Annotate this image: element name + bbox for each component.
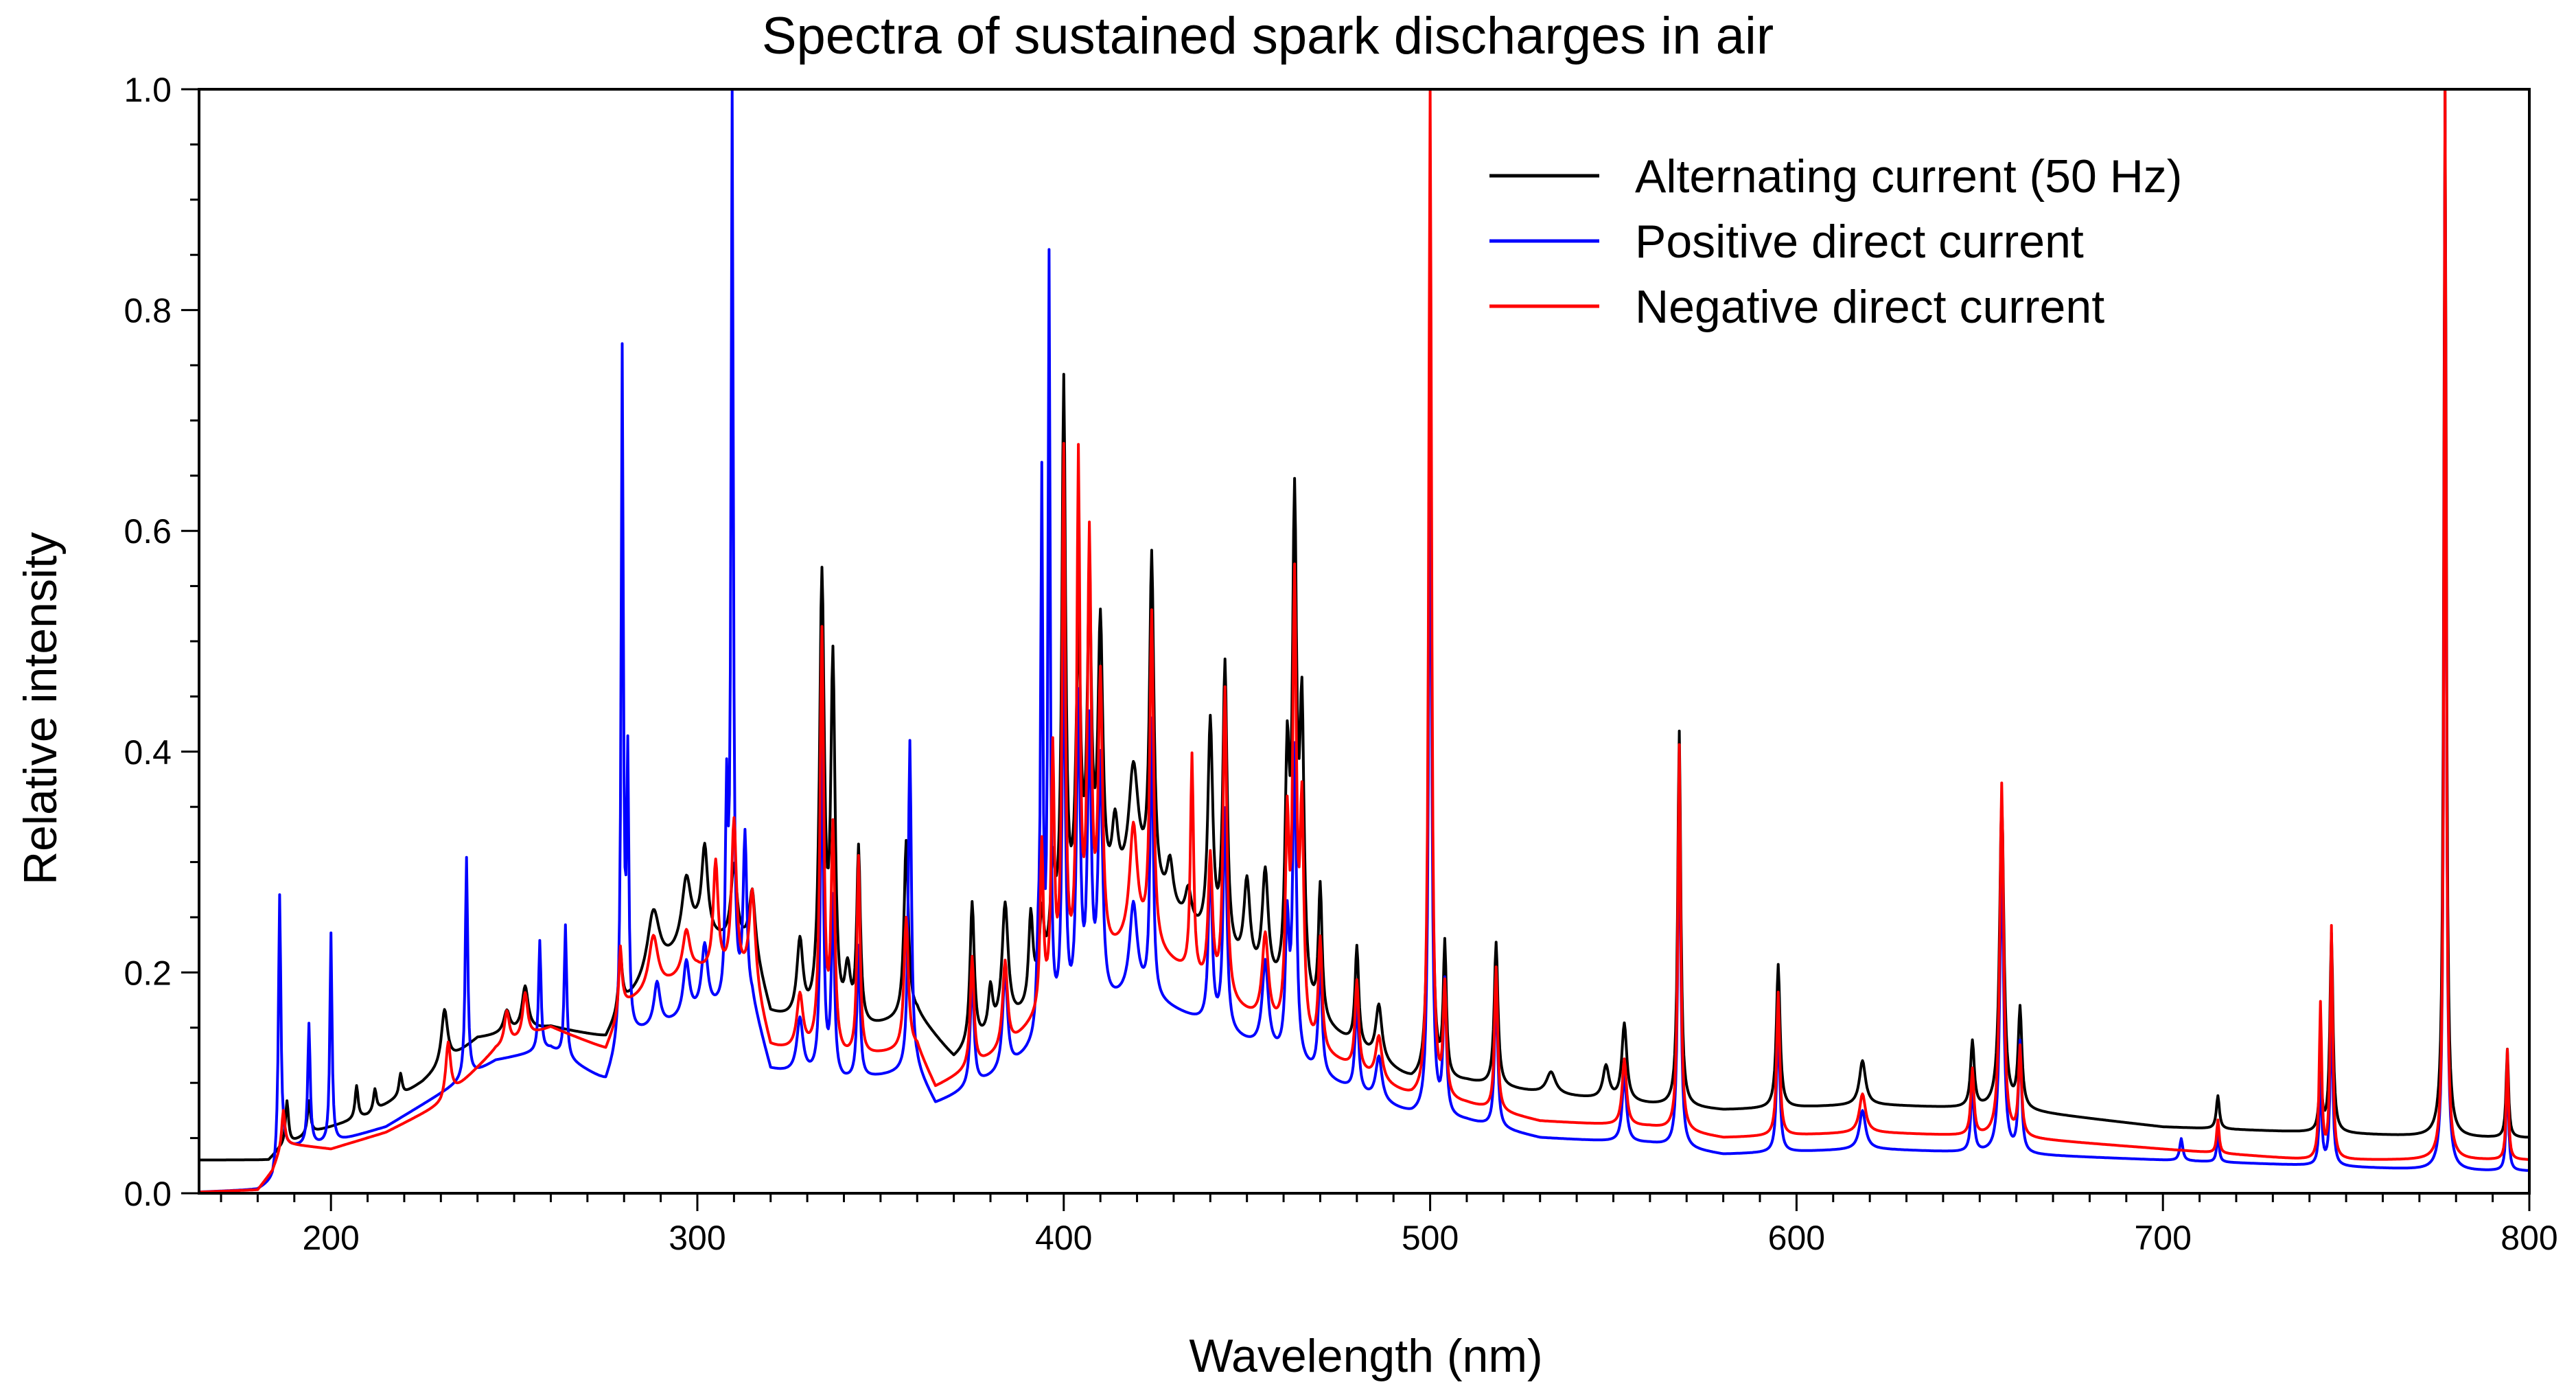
series-line-0 (198, 88, 2530, 1162)
x-tick-label: 300 (669, 1219, 726, 1257)
x-tick-label: 400 (1035, 1219, 1092, 1257)
legend: Alternating current (50 Hz) Positive dire… (1489, 150, 2182, 333)
y-tick-label: 0.6 (124, 512, 172, 551)
x-tick-label: 800 (2500, 1219, 2557, 1257)
x-tick-label: 700 (2134, 1219, 2191, 1257)
x-tick-label: 200 (302, 1219, 359, 1257)
x-tick-label: 600 (1768, 1219, 1825, 1257)
y-tick-label: 1.0 (124, 71, 172, 109)
x-tick-label: 500 (1402, 1219, 1459, 1257)
y-tick-label: 0.2 (124, 954, 172, 992)
legend-label-0: Alternating current (50 Hz) (1635, 150, 2182, 203)
series-line-1 (198, 88, 2530, 1194)
y-tick-label: 0.8 (124, 292, 172, 330)
x-axis-title: Wavelength (nm) (1189, 1330, 1542, 1382)
legend-label-1: Positive direct current (1635, 216, 2084, 268)
y-tick-label: 0.4 (124, 733, 172, 772)
series-layer (198, 88, 2530, 1194)
axes-layer: 200 300 400 500 600 700 800 0.0 0.2 0.4 0.6 0.8 1.0 (124, 71, 2557, 1257)
legend-label-2: Negative direct current (1635, 281, 2104, 333)
y-axis-title: Relative intensity (14, 532, 67, 885)
series-line-2 (198, 88, 2530, 1194)
chart-title: Spectra of sustained spark discharges in… (762, 7, 1774, 65)
y-tick-label: 0.0 (124, 1175, 172, 1213)
